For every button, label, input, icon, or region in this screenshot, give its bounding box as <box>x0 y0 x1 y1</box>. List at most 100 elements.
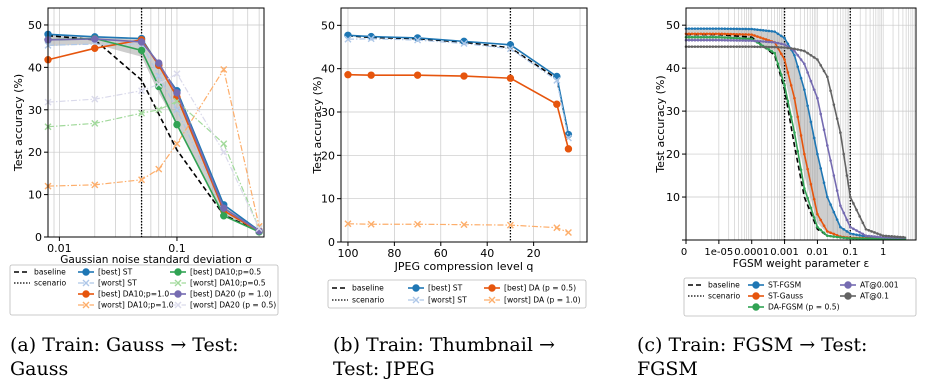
data-point <box>819 112 823 116</box>
data-point <box>705 27 709 30</box>
data-point <box>702 38 706 42</box>
data-point <box>835 235 839 239</box>
data-point <box>893 235 896 238</box>
series-path <box>347 34 570 135</box>
x-tick-label: 0.0001 <box>734 247 769 258</box>
data-point <box>708 38 712 42</box>
data-point <box>858 215 861 218</box>
legend-label: [worst] DA (p = 1.0) <box>504 296 581 305</box>
legend-item: [worst] DA20 (p = 0.5) <box>170 301 276 310</box>
data-point <box>705 32 709 36</box>
legend-marker <box>488 296 496 304</box>
y-axis-label: Test accuracy (%) <box>654 75 667 173</box>
data-point <box>714 32 718 36</box>
data-point <box>155 165 163 173</box>
data-point <box>890 235 894 238</box>
data-point <box>832 235 836 238</box>
data-point <box>761 29 765 32</box>
x-axis-label: JPEG compression level q <box>394 260 534 273</box>
data-point <box>711 27 715 30</box>
data-point <box>750 45 754 48</box>
data-point <box>717 32 721 36</box>
data-point <box>702 35 706 39</box>
data-point <box>460 37 468 46</box>
series-line <box>344 31 573 139</box>
data-point <box>741 37 745 40</box>
data-point <box>506 45 514 53</box>
y-tick-label: 30 <box>666 105 680 118</box>
data-point <box>702 27 706 30</box>
data-point <box>796 48 800 51</box>
data-point <box>693 35 697 39</box>
data-point <box>864 227 868 231</box>
data-point <box>786 99 790 103</box>
data-point <box>460 221 468 229</box>
panel-c: 0 1e-05 0.0001 0.001 0.01 0.1 1 10 20 30 40 50 FGSM … <box>654 7 917 270</box>
data-point <box>816 58 819 61</box>
x-tick-label: 40 <box>480 247 494 260</box>
data-point <box>858 230 861 234</box>
data-point <box>753 34 756 37</box>
data-point <box>738 45 742 48</box>
data-point <box>829 203 832 206</box>
data-point <box>705 38 709 42</box>
data-point <box>723 32 727 36</box>
data-point <box>819 218 823 222</box>
y-tick-label: 40 <box>666 62 680 75</box>
data-point <box>741 33 745 36</box>
data-point <box>708 27 712 30</box>
x-tick-label: 0.001 <box>770 247 799 258</box>
data-point <box>822 231 826 235</box>
caption-a: (a) Train: Gauss → Test: Gauss <box>10 333 239 381</box>
data-point <box>773 30 776 33</box>
legend-item: [best] DA10;p=1.0 <box>78 290 169 299</box>
data-point <box>816 152 819 156</box>
x-tick-label: 1 <box>880 247 886 258</box>
data-point <box>717 27 721 30</box>
data-point <box>819 63 823 67</box>
data-point <box>91 44 99 52</box>
x-tick-label: 20 <box>527 247 541 260</box>
legend-label: DA-FGSM (p = 0.5) <box>768 303 840 312</box>
data-point <box>770 50 774 53</box>
data-point <box>776 41 780 45</box>
data-point <box>855 233 858 237</box>
y-tick-label: 10 <box>28 189 42 202</box>
data-point <box>793 53 796 57</box>
plot-frame <box>685 7 917 241</box>
data-point <box>835 218 839 221</box>
legend-marker <box>752 292 760 300</box>
data-point <box>799 58 803 61</box>
legend-item: AT@0.001 <box>840 281 899 290</box>
data-point <box>770 40 774 44</box>
data-point <box>878 235 882 239</box>
x-tick-label: 0.1 <box>168 242 186 255</box>
data-point <box>756 35 759 38</box>
data-point <box>708 35 712 39</box>
data-point <box>696 32 700 36</box>
data-point <box>702 32 706 36</box>
data-point <box>839 204 842 207</box>
data-point <box>735 32 739 36</box>
legend-item: DA-FGSM (p = 0.5) <box>748 303 840 312</box>
data-point <box>776 45 780 49</box>
data-point <box>747 45 751 48</box>
data-point <box>720 36 724 39</box>
data-point <box>764 38 768 41</box>
data-point <box>867 229 871 232</box>
legend-item: scenario <box>14 279 67 288</box>
data-point <box>858 234 861 237</box>
data-point <box>553 76 561 84</box>
data-point <box>690 35 694 39</box>
legend-marker <box>412 284 420 292</box>
data-point <box>861 234 865 238</box>
legend-box <box>683 277 917 317</box>
data-point <box>729 39 733 42</box>
caption-a-line1: (a) Train: Gauss → Test: <box>10 334 239 356</box>
data-point <box>842 211 845 215</box>
data-point <box>839 225 842 229</box>
data-point <box>564 145 573 153</box>
data-point <box>845 230 849 233</box>
legend-marker <box>82 279 90 287</box>
